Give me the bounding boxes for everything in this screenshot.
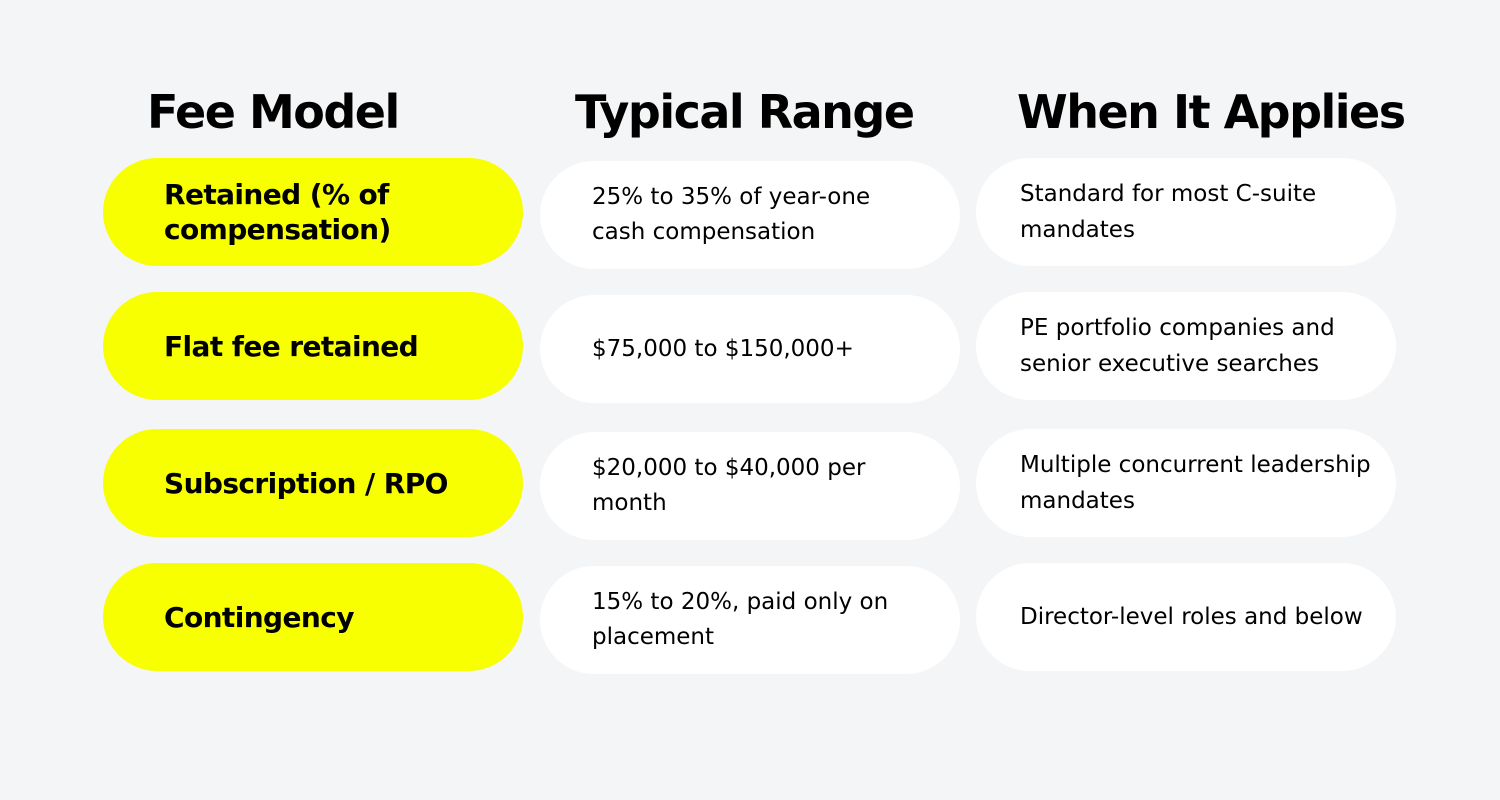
- typical-range-cell: 25% to 35% of year-one cash compensation: [540, 161, 960, 269]
- when-it-applies-cell: Standard for most C-suite mandates: [976, 158, 1396, 266]
- typical-range-value: $20,000 to $40,000 per month: [592, 455, 866, 516]
- header-typical-range: Typical Range: [575, 85, 915, 139]
- typical-range-cell: $75,000 to $150,000+: [540, 295, 960, 403]
- typical-range-cell: 15% to 20%, paid only on placement: [540, 566, 960, 674]
- when-it-applies-cell: PE portfolio companies and senior execut…: [976, 292, 1396, 400]
- typical-range-value: 25% to 35% of year-one cash compensation: [592, 184, 871, 245]
- fee-model-cell: Subscription / RPO: [103, 429, 523, 537]
- when-it-applies-cell: Multiple concurrent leadership mandates: [976, 429, 1396, 537]
- when-it-applies-text: Director-level roles and below: [1020, 604, 1363, 630]
- fee-model-label: Subscription / RPO: [164, 466, 448, 500]
- when-it-applies-cell: Director-level roles and below: [976, 563, 1396, 671]
- typical-range-value: $75,000 to $150,000+: [592, 335, 854, 362]
- fee-model-cell: Contingency: [103, 563, 523, 671]
- when-it-applies-text: Multiple concurrent leadership mandates: [1020, 452, 1371, 514]
- header-when-it-applies: When It Applies: [1017, 85, 1406, 139]
- fee-model-label: Retained (% of compensation): [164, 178, 391, 246]
- typical-range-cell: $20,000 to $40,000 per month: [540, 432, 960, 540]
- when-it-applies-text: Standard for most C-suite mandates: [1020, 181, 1317, 243]
- header-fee-model: Fee Model: [147, 85, 400, 139]
- when-it-applies-text: PE portfolio companies and senior execut…: [1020, 315, 1335, 377]
- typical-range-value: 15% to 20%, paid only on placement: [592, 589, 889, 650]
- fee-model-cell: Flat fee retained: [103, 292, 523, 400]
- fee-model-cell: Retained (% of compensation): [103, 158, 523, 266]
- fee-model-label: Contingency: [164, 600, 354, 634]
- fee-model-label: Flat fee retained: [164, 329, 419, 363]
